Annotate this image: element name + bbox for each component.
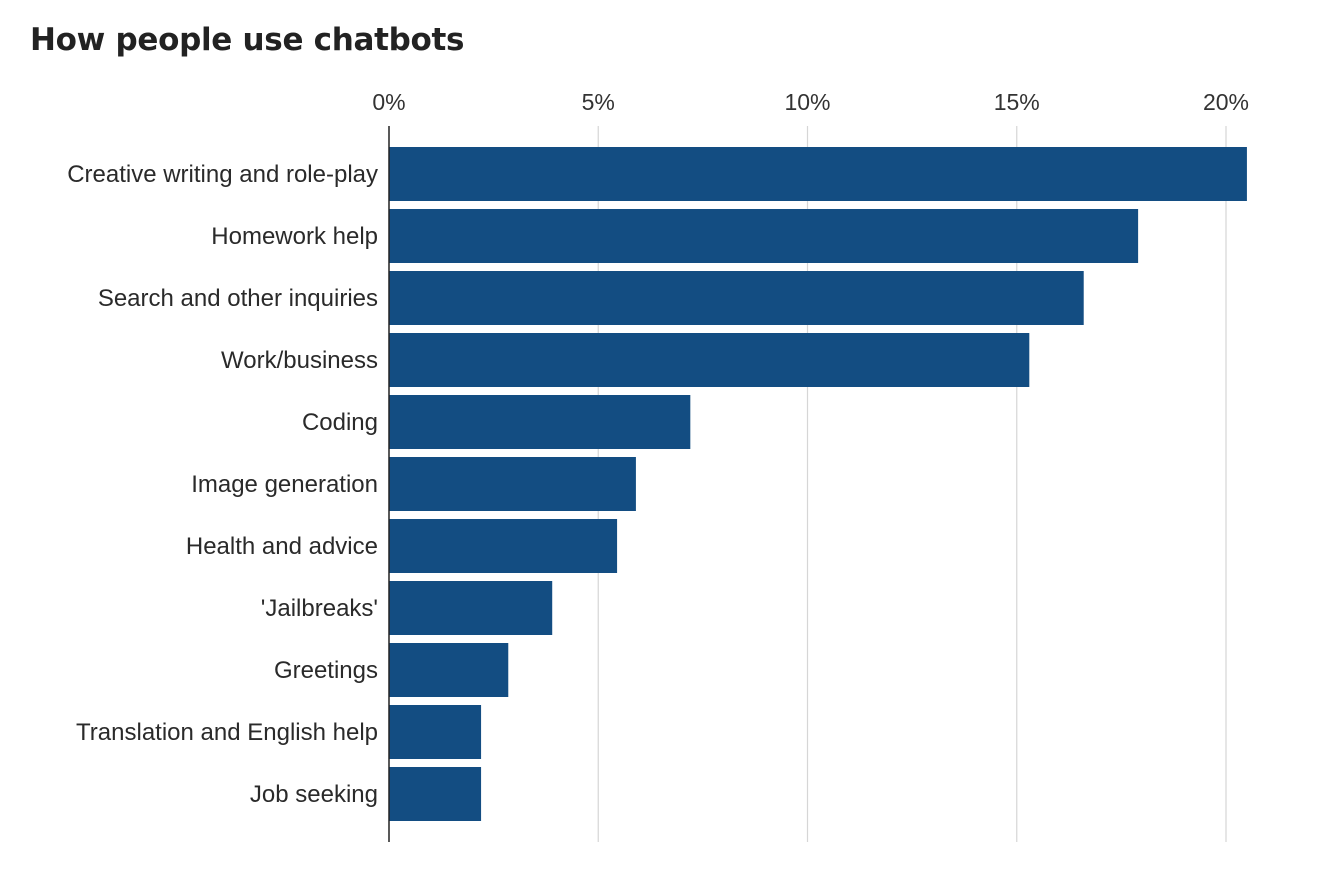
bar: [389, 643, 509, 697]
bar: [389, 519, 618, 573]
category-labels: Creative writing and role-play Homework h…: [67, 161, 378, 808]
category-label: Coding: [302, 409, 378, 436]
bar: [389, 705, 482, 759]
bar: [389, 209, 1139, 263]
x-tick-label: 20%: [1203, 89, 1249, 115]
category-label: Homework help: [211, 223, 378, 250]
category-label: Job seeking: [250, 781, 378, 808]
category-label: Greetings: [274, 657, 378, 684]
bar: [389, 457, 636, 511]
x-tick-label: 10%: [784, 89, 830, 115]
category-label: Work/business: [221, 347, 378, 374]
category-label: Creative writing and role-play: [67, 161, 378, 188]
category-label: Search and other inquiries: [98, 285, 378, 312]
bars: [389, 147, 1247, 821]
bar: [389, 767, 482, 821]
x-axis-ticks: 0% 5% 10% 15% 20%: [372, 89, 1249, 115]
x-tick-label: 5%: [582, 89, 615, 115]
bar: [389, 333, 1030, 387]
category-label: Translation and English help: [76, 719, 378, 746]
category-label: Health and advice: [186, 533, 378, 560]
bar: [389, 147, 1247, 201]
chart-title: How people use chatbots: [30, 22, 465, 58]
category-label: Image generation: [191, 471, 378, 498]
x-tick-label: 15%: [994, 89, 1040, 115]
bar: [389, 395, 691, 449]
category-label: 'Jailbreaks': [261, 595, 378, 622]
bar: [389, 271, 1084, 325]
bar: [389, 581, 553, 635]
x-tick-label: 0%: [372, 89, 405, 115]
